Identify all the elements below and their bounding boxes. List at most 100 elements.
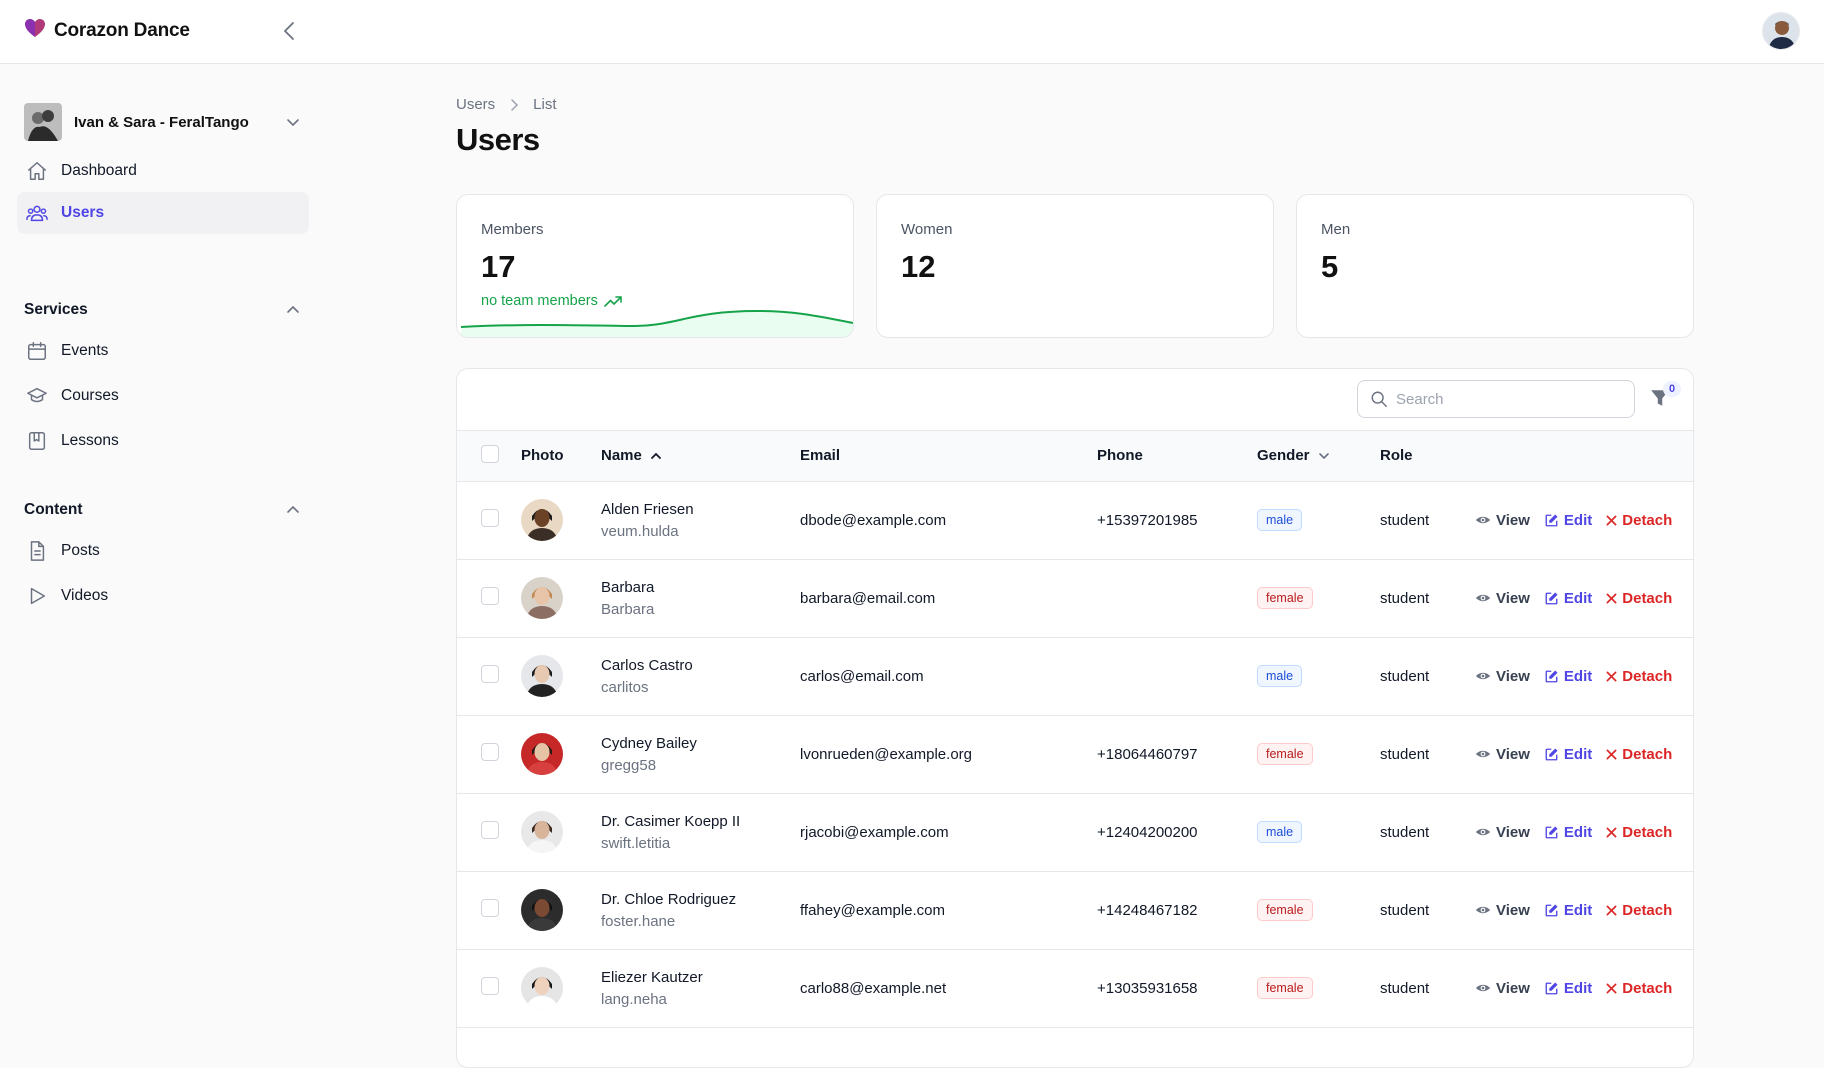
nav-dashboard-label: Dashboard <box>61 162 137 179</box>
gender-badge: male <box>1257 665 1303 687</box>
nav-events[interactable]: Events <box>17 330 309 372</box>
view-button[interactable]: View <box>1475 590 1530 607</box>
group-content-toggle[interactable]: Content <box>24 498 300 522</box>
column-name-sort[interactable]: Name <box>601 447 662 464</box>
collapse-sidebar-button[interactable] <box>278 18 300 44</box>
row-checkbox[interactable] <box>481 509 499 527</box>
group-services-toggle[interactable]: Services <box>24 298 300 322</box>
view-label: View <box>1496 589 1530 607</box>
stat-card-members: Members 17 no team members <box>456 194 854 338</box>
detach-button[interactable]: Detach <box>1606 668 1672 685</box>
members-sparkline <box>460 309 853 337</box>
pencil-square-icon <box>1545 982 1558 994</box>
gender-badge: female <box>1257 977 1313 999</box>
chevron-up-icon <box>650 452 661 459</box>
nav-videos[interactable]: Videos <box>17 575 309 617</box>
pencil-square-icon <box>1545 748 1558 760</box>
view-button[interactable]: View <box>1475 746 1530 763</box>
table-row[interactable]: Cydney Bailey gregg58 lvonrueden@example… <box>457 715 1693 793</box>
pencil-square-icon <box>1545 904 1558 916</box>
select-all-checkbox[interactable] <box>481 444 499 463</box>
pencil-square-icon <box>1545 670 1558 682</box>
brand[interactable]: Corazon Dance <box>24 18 190 43</box>
table-row[interactable]: Carlos Castro carlitos carlos@email.com … <box>457 637 1693 715</box>
eye-icon <box>1475 906 1491 914</box>
table-row[interactable]: Dr. Chloe Rodriguez foster.hane ffahey@e… <box>457 871 1693 949</box>
edit-label: Edit <box>1563 667 1593 685</box>
team-switcher[interactable]: Ivan & Sara - FeralTango <box>24 102 300 142</box>
detach-button[interactable]: Detach <box>1606 512 1672 529</box>
detach-button[interactable]: Detach <box>1606 980 1672 997</box>
view-button[interactable]: View <box>1475 512 1530 529</box>
gender-badge: female <box>1257 743 1313 765</box>
row-checkbox[interactable] <box>481 821 499 839</box>
edit-button[interactable]: Edit <box>1544 590 1592 607</box>
user-photo <box>521 577 563 619</box>
row-checkbox[interactable] <box>481 587 499 605</box>
gender-badge: male <box>1257 509 1303 531</box>
heart-logo-icon <box>24 18 46 43</box>
edit-button[interactable]: Edit <box>1544 980 1592 997</box>
table-row[interactable]: Barbara Barbara barbara@email.com female… <box>457 559 1693 637</box>
edit-button[interactable]: Edit <box>1544 824 1592 841</box>
row-checkbox[interactable] <box>481 899 499 917</box>
eye-icon <box>1475 672 1491 680</box>
detach-label: Detach <box>1622 823 1673 841</box>
nav-courses[interactable]: Courses <box>17 375 309 417</box>
table-row[interactable]: Dr. Casimer Koepp II swift.letitia rjaco… <box>457 793 1693 871</box>
users-icon <box>25 201 49 225</box>
nav-lessons[interactable]: Lessons <box>17 420 309 462</box>
nav-lessons-label: Lessons <box>61 432 119 449</box>
user-email: barbara@email.com <box>800 589 936 607</box>
detach-button[interactable]: Detach <box>1606 824 1672 841</box>
view-button[interactable]: View <box>1475 668 1530 685</box>
edit-label: Edit <box>1563 823 1593 841</box>
row-checkbox[interactable] <box>481 977 499 995</box>
detach-label: Detach <box>1622 511 1673 529</box>
user-email: carlos@email.com <box>800 667 924 685</box>
chevron-right-icon <box>511 98 519 111</box>
table-header-row: Photo Name Email Phone Gender <box>457 431 1693 482</box>
user-email: rjacobi@example.com <box>800 823 949 841</box>
eye-icon <box>1475 828 1491 836</box>
row-checkbox[interactable] <box>481 743 499 761</box>
edit-button[interactable]: Edit <box>1544 512 1592 529</box>
column-phone: Phone <box>1097 447 1143 465</box>
detach-button[interactable]: Detach <box>1606 590 1672 607</box>
search-box[interactable] <box>1357 380 1635 418</box>
user-handle: Barbara <box>601 600 655 618</box>
row-checkbox[interactable] <box>481 665 499 683</box>
team-photo <box>24 103 62 141</box>
table-row[interactable]: Alden Friesen veum.hulda dbode@example.c… <box>457 481 1693 559</box>
sidebar: Ivan & Sara - FeralTango Dashboard Users… <box>0 64 320 1031</box>
detach-button[interactable]: Detach <box>1606 746 1672 763</box>
detach-button[interactable]: Detach <box>1606 902 1672 919</box>
table-row[interactable]: Eliezer Kautzer lang.neha carlo88@exampl… <box>457 949 1693 1027</box>
breadcrumb: Users List <box>456 96 557 113</box>
breadcrumb-users-link[interactable]: Users <box>456 96 496 113</box>
view-button[interactable]: View <box>1475 980 1530 997</box>
view-label: View <box>1496 511 1530 529</box>
play-icon <box>25 584 49 608</box>
nav-users[interactable]: Users <box>17 192 309 234</box>
search-input[interactable] <box>1396 390 1616 408</box>
nav-posts[interactable]: Posts <box>17 530 309 572</box>
stat-label: Members <box>481 221 544 238</box>
view-button[interactable]: View <box>1475 902 1530 919</box>
nav-dashboard[interactable]: Dashboard <box>17 150 309 192</box>
view-label: View <box>1496 901 1530 919</box>
user-avatar[interactable] <box>1762 12 1800 50</box>
search-icon <box>1371 391 1387 407</box>
academic-cap-icon <box>25 384 49 408</box>
edit-button[interactable]: Edit <box>1544 902 1592 919</box>
edit-button[interactable]: Edit <box>1544 668 1592 685</box>
column-gender-sort[interactable]: Gender <box>1257 447 1330 464</box>
stat-value: 5 <box>1321 249 1339 284</box>
stat-value: 17 <box>481 249 516 284</box>
edit-button[interactable]: Edit <box>1544 746 1592 763</box>
view-label: View <box>1496 979 1530 997</box>
detach-label: Detach <box>1622 901 1673 919</box>
x-mark-icon <box>1606 515 1617 525</box>
user-handle: foster.hane <box>601 912 676 930</box>
view-button[interactable]: View <box>1475 824 1530 841</box>
